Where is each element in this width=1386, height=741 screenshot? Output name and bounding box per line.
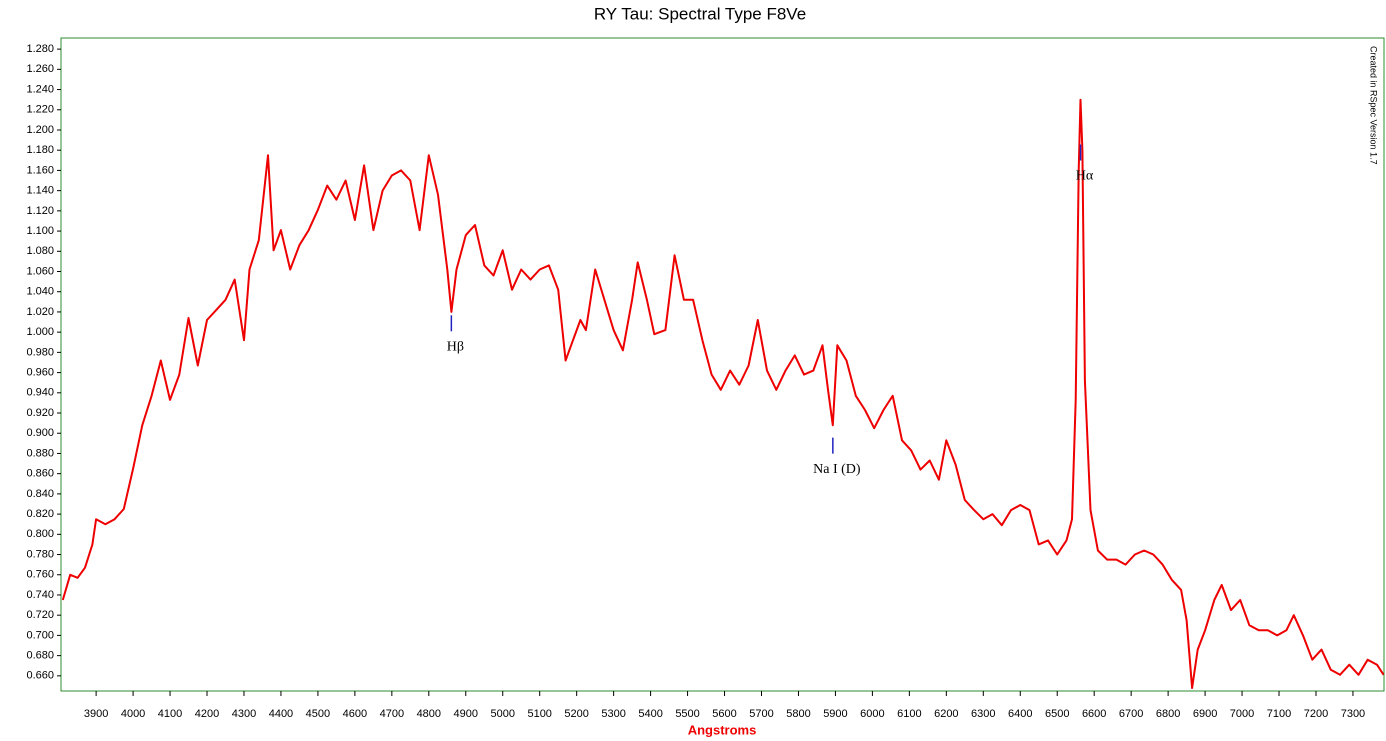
y-tick-label: 0.940 <box>26 387 54 399</box>
x-tick-label: 6900 <box>1193 708 1217 720</box>
x-tick-label: 5700 <box>749 708 773 720</box>
y-tick-label: 1.160 <box>26 164 54 176</box>
y-tick-label: 0.760 <box>26 569 54 581</box>
x-axis-label: Angstroms <box>688 722 757 737</box>
annotation: Hα <box>1076 169 1094 184</box>
x-tick-label: 6300 <box>971 708 995 720</box>
y-tick-label: 1.080 <box>26 245 54 257</box>
y-tick-label: 1.260 <box>26 63 54 75</box>
y-tick-label: 1.020 <box>26 306 54 318</box>
y-tick-label: 0.780 <box>26 548 54 560</box>
x-tick-label: 5900 <box>823 708 847 720</box>
x-tick-label: 7100 <box>1267 708 1291 720</box>
x-tick-label: 4300 <box>232 708 256 720</box>
x-tick-label: 4600 <box>343 708 367 720</box>
y-tick-label: 1.140 <box>26 185 54 197</box>
watermark: Created in RSpec Version 1.7 <box>1369 46 1379 165</box>
y-tick-label: 0.680 <box>26 650 54 662</box>
chart-title: RY Tau: Spectral Type F8Ve <box>594 4 806 23</box>
x-tick-label: 7200 <box>1304 708 1328 720</box>
x-tick-label: 6600 <box>1082 708 1106 720</box>
x-tick-label: 6400 <box>1008 708 1032 720</box>
y-tick-label: 0.800 <box>26 528 54 540</box>
x-tick-label: 5200 <box>564 708 588 720</box>
y-tick-label: 0.840 <box>26 488 54 500</box>
x-tick-label: 6700 <box>1119 708 1143 720</box>
x-tick-label: 6100 <box>897 708 921 720</box>
y-tick-label: 1.240 <box>26 83 54 95</box>
y-tick-label: 0.880 <box>26 447 54 459</box>
x-tick-label: 4700 <box>380 708 404 720</box>
y-tick-label: 0.900 <box>26 427 54 439</box>
y-tick-label: 1.200 <box>26 124 54 136</box>
y-tick-label: 1.000 <box>26 326 54 338</box>
annotation: Hβ <box>447 340 464 355</box>
x-tick-label: 4500 <box>306 708 330 720</box>
x-tick-label: 5000 <box>490 708 514 720</box>
spectrum-line <box>61 98 1385 689</box>
x-tick-label: 6800 <box>1156 708 1180 720</box>
x-tick-label: 6200 <box>934 708 958 720</box>
y-tick-label: 0.660 <box>26 670 54 682</box>
x-tick-label: 5600 <box>712 708 736 720</box>
annotation: Na I (D) <box>813 462 861 477</box>
x-tick-label: 6000 <box>860 708 884 720</box>
y-tick-label: 1.120 <box>26 205 54 217</box>
x-tick-label: 5800 <box>786 708 810 720</box>
y-tick-label: 0.720 <box>26 609 54 621</box>
x-tick-label: 5300 <box>601 708 625 720</box>
y-tick-label: 0.820 <box>26 508 54 520</box>
x-tick-label: 5500 <box>675 708 699 720</box>
y-tick-label: 0.980 <box>26 346 54 358</box>
x-tick-label: 4900 <box>454 708 478 720</box>
x-tick-label: 5100 <box>527 708 551 720</box>
plot-frame <box>60 37 1385 692</box>
y-tick-label: 1.040 <box>26 286 54 298</box>
y-tick-label: 0.700 <box>26 629 54 641</box>
x-tick-label: 4800 <box>417 708 441 720</box>
y-tick-label: 1.220 <box>26 104 54 116</box>
x-tick-label: 7000 <box>1230 708 1254 720</box>
x-tick-label: 6500 <box>1045 708 1069 720</box>
x-tick-label: 3900 <box>84 708 108 720</box>
x-tick-label: 4100 <box>158 708 182 720</box>
y-tick-label: 0.860 <box>26 468 54 480</box>
y-tick-label: 1.060 <box>26 265 54 277</box>
y-tick-label: 1.180 <box>26 144 54 156</box>
y-tick-label: 0.920 <box>26 407 54 419</box>
y-tick-label: 0.740 <box>26 589 54 601</box>
y-tick-label: 1.280 <box>26 43 54 55</box>
x-tick-label: 5400 <box>638 708 662 720</box>
x-tick-label: 4200 <box>195 708 219 720</box>
x-tick-label: 4400 <box>269 708 293 720</box>
x-tick-label: 7300 <box>1341 708 1365 720</box>
y-tick-label: 1.100 <box>26 225 54 237</box>
y-tick-label: 0.960 <box>26 366 54 378</box>
x-tick-label: 4000 <box>121 708 145 720</box>
